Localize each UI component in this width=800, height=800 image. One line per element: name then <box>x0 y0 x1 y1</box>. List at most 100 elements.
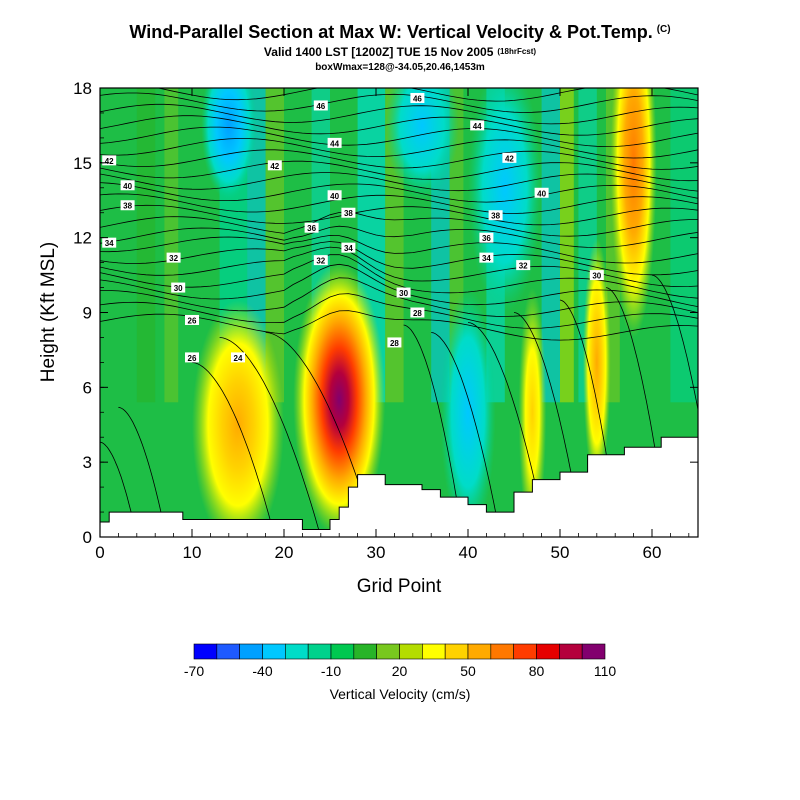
theta-contour <box>118 406 167 537</box>
svg-text:38: 38 <box>344 209 353 218</box>
colorbar-tick-label: 50 <box>460 663 476 679</box>
colorbar-swatch <box>490 643 514 660</box>
theta-contour <box>100 241 698 276</box>
colorbar-tick-label: 80 <box>529 663 545 679</box>
colorbar-swatch <box>330 643 355 660</box>
theta-contour <box>156 88 698 102</box>
y-tick-label: 6 <box>83 378 92 397</box>
theta-contour <box>100 115 698 136</box>
colorbar-swatch <box>536 643 560 660</box>
x-tick-label: 20 <box>275 543 294 562</box>
svg-text:26: 26 <box>188 354 197 363</box>
contour-label: 32 <box>313 255 328 266</box>
theta-contour <box>513 312 579 513</box>
contour-label: 26 <box>185 352 199 363</box>
contour-label: 42 <box>267 160 282 171</box>
contour-label: 34 <box>479 252 494 263</box>
colorbar-tick-label: -70 <box>184 663 204 679</box>
svg-text:34: 34 <box>344 244 353 253</box>
theta-contour <box>219 337 322 537</box>
velocity-blob <box>293 262 386 537</box>
svg-text:32: 32 <box>519 262 528 271</box>
y-tick-label: 15 <box>73 154 92 173</box>
theta-contour <box>100 182 698 203</box>
svg-text:44: 44 <box>473 122 482 131</box>
contour-label: 28 <box>387 337 402 348</box>
svg-text:34: 34 <box>482 254 491 263</box>
colorbar-swatch <box>285 643 309 660</box>
y-tick-label: 12 <box>73 229 92 248</box>
colorbar-swatch <box>376 643 400 660</box>
theta-contour <box>100 211 698 237</box>
colorbar-label: Vertical Velocity (cm/s) <box>330 686 471 702</box>
contour-label: 38 <box>120 200 135 211</box>
colorbar-swatch <box>262 643 286 660</box>
contour-label: 38 <box>488 210 503 221</box>
theta-contour <box>651 274 698 413</box>
svg-text:42: 42 <box>505 154 514 163</box>
chart-subtitle: Valid 1400 LST [1200Z] TUE 15 Nov 2005 (1… <box>263 45 537 59</box>
colorbar-swatch <box>239 643 263 660</box>
contour-label: 44 <box>470 120 485 131</box>
svg-text:34: 34 <box>105 239 114 248</box>
colorbar-tick-label: -40 <box>252 663 272 679</box>
svg-text:28: 28 <box>413 309 422 318</box>
velocity-band <box>164 88 179 403</box>
velocity-blob <box>583 237 611 488</box>
contour-label: 38 <box>341 207 356 218</box>
theta-contour <box>100 149 698 170</box>
theta-contour <box>605 287 662 488</box>
theta-contour <box>559 299 616 513</box>
svg-text:40: 40 <box>123 182 132 191</box>
svg-text:38: 38 <box>491 212 500 221</box>
x-tick-label: 10 <box>183 543 202 562</box>
theta-contour <box>100 441 138 537</box>
x-axis-label: Grid Point <box>357 576 442 597</box>
contour-label: 30 <box>396 287 411 298</box>
contour-label: 40 <box>534 187 549 198</box>
contour-label: 30 <box>171 282 186 293</box>
y-tick-label: 3 <box>83 453 92 472</box>
theta-contour <box>100 193 698 214</box>
svg-text:42: 42 <box>105 157 114 166</box>
contour-label: 46 <box>313 100 328 111</box>
svg-text:36: 36 <box>307 224 316 233</box>
svg-text:40: 40 <box>330 192 339 201</box>
terrain-mask <box>100 436 698 537</box>
velocity-blob <box>610 88 657 338</box>
contour-label: 34 <box>341 242 356 253</box>
contour-label: 32 <box>516 260 531 271</box>
svg-text:36: 36 <box>482 234 491 243</box>
y-tick-label: 18 <box>73 79 92 98</box>
theta-contour <box>100 310 698 341</box>
contour-label: 26 <box>185 314 199 325</box>
y-axis-label: Height (Kft MSL) <box>38 242 59 382</box>
contour-label: 46 <box>410 92 425 103</box>
velocity-band <box>670 88 698 403</box>
svg-text:46: 46 <box>316 102 325 111</box>
svg-text:30: 30 <box>399 289 408 298</box>
theta-contour <box>431 332 496 513</box>
colorbar-swatch <box>353 643 377 660</box>
contour-label: 42 <box>502 152 517 163</box>
colorbar-swatch <box>444 643 469 660</box>
chart-title: Wind-Parallel Section at Max W: Vertical… <box>129 22 671 42</box>
x-tick-label: 30 <box>367 543 386 562</box>
svg-text:40: 40 <box>537 189 546 198</box>
svg-text:26: 26 <box>188 316 197 325</box>
y-tick-label: 0 <box>83 528 92 547</box>
svg-text:24: 24 <box>234 354 243 363</box>
colorbar-tick-label: 20 <box>392 663 408 679</box>
svg-text:32: 32 <box>169 254 178 263</box>
theta-contour <box>100 160 698 182</box>
theta-contour <box>100 225 698 249</box>
colorbar-swatch <box>193 643 218 660</box>
velocity-blob <box>440 287 496 537</box>
contour-label: 36 <box>479 232 494 243</box>
contour-label: 44 <box>327 137 342 148</box>
svg-text:32: 32 <box>316 257 325 266</box>
x-tick-label: 40 <box>459 543 478 562</box>
svg-text:28: 28 <box>390 339 399 348</box>
colorbar-swatch <box>216 643 240 660</box>
